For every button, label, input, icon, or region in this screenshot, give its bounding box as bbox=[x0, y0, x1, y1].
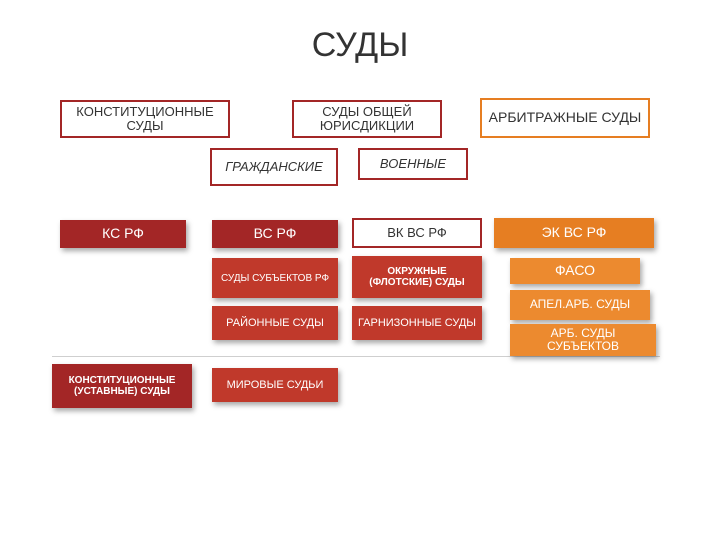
okrug: ОКРУЖНЫЕ (ФЛОТСКИЕ) СУДЫ bbox=[352, 256, 482, 298]
sub-military: ВОЕННЫЕ bbox=[358, 148, 468, 180]
cat-general: СУДЫ ОБЩЕЙ ЮРИСДИКЦИИ bbox=[292, 100, 442, 138]
sub-civil: ГРАЖДАНСКИЕ bbox=[210, 148, 338, 186]
hr-top bbox=[52, 356, 660, 357]
subj-courts: СУДЫ СУБЪЕКТОВ РФ bbox=[212, 258, 338, 298]
garnison: ГАРНИЗОННЫЕ СУДЫ bbox=[352, 306, 482, 340]
faso: ФАСО bbox=[510, 258, 640, 284]
cat-const: КОНСТИТУЦИОННЫЕ СУДЫ bbox=[60, 100, 230, 138]
ek-vs-rf: ЭК ВС РФ bbox=[494, 218, 654, 248]
rayon: РАЙОННЫЕ СУДЫ bbox=[212, 306, 338, 340]
mirovye: МИРОВЫЕ СУДЬИ bbox=[212, 368, 338, 402]
ustav: КОНСТИТУЦИОННЫЕ (УСТАВНЫЕ) СУДЫ bbox=[52, 364, 192, 408]
page-title: СУДЫ bbox=[0, 26, 720, 65]
ks-rf: КС РФ bbox=[60, 220, 186, 248]
cat-arbitr: АРБИТРАЖНЫЕ СУДЫ bbox=[480, 98, 650, 138]
vk-vs-rf: ВК ВС РФ bbox=[352, 218, 482, 248]
arb-subj: АРБ. СУДЫ СУБЪЕКТОВ bbox=[510, 324, 656, 356]
vs-rf: ВС РФ bbox=[212, 220, 338, 248]
apel-arb: АПЕЛ.АРБ. СУДЫ bbox=[510, 290, 650, 320]
